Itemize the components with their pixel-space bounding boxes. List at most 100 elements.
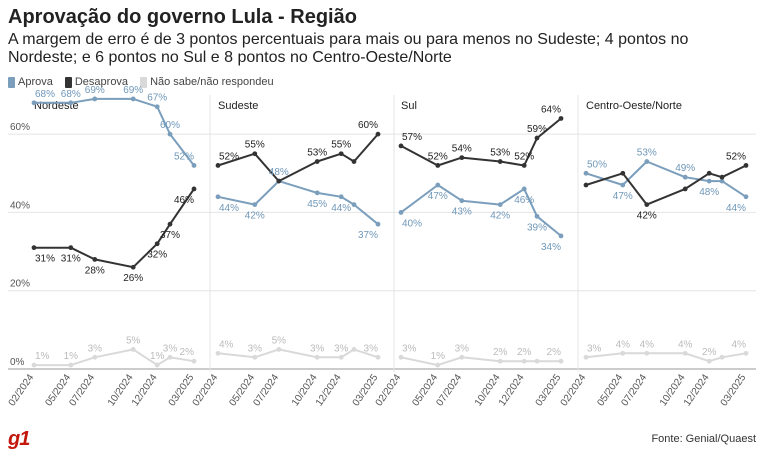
- data-point-sudeste-desaprova-4: [338, 151, 344, 157]
- data-point-sudeste-nao-sabe-1: [252, 354, 258, 360]
- data-label-sudeste-desaprova-6: 60%: [358, 120, 378, 131]
- data-point-sul-aprova-1: [435, 182, 441, 188]
- data-point-centro-oeste-norte-nao-sabe-5: [719, 354, 725, 360]
- data-point-sudeste-desaprova-2: [276, 178, 282, 184]
- data-point-nordeste-aprova-1: [68, 100, 74, 106]
- data-label-sul-aprova-6: 34%: [541, 242, 561, 253]
- x-tick-label-nordeste-2: 07/2024: [68, 372, 98, 408]
- data-label-nordeste-aprova-3: 69%: [123, 85, 143, 96]
- data-label-sudeste-desaprova-0: 52%: [219, 151, 239, 162]
- data-label-centro-oeste-norte-aprova-0: 50%: [587, 159, 607, 170]
- x-tick-label-sul-2: 07/2024: [435, 372, 465, 408]
- data-point-nordeste-aprova-6: [191, 163, 197, 168]
- x-tick-label-centro-oeste-norte-0: 02/2024: [559, 372, 589, 408]
- data-point-sudeste-nao-sabe-6: [375, 354, 381, 360]
- data-label-nordeste-nao-sabe-0: 1%: [35, 351, 50, 362]
- data-label-nordeste-desaprova-5: 37%: [160, 230, 180, 241]
- data-point-centro-oeste-norte-aprova-3: [682, 174, 688, 180]
- data-label-sudeste-aprova-1: 42%: [245, 211, 265, 222]
- data-point-nordeste-aprova-5: [167, 131, 173, 137]
- data-point-sudeste-nao-sabe-0: [215, 350, 221, 356]
- data-label-nordeste-desaprova-4: 32%: [147, 250, 167, 261]
- panel-title-sudeste: Sudeste: [218, 100, 258, 112]
- data-label-centro-oeste-norte-nao-sabe-6: 4%: [732, 339, 747, 350]
- data-label-sudeste-aprova-2: 48%: [269, 167, 289, 178]
- data-point-sul-desaprova-3: [497, 159, 503, 164]
- data-point-nordeste-aprova-0: [31, 100, 37, 106]
- data-point-nordeste-nao-sabe-0: [31, 362, 37, 368]
- data-point-centro-oeste-norte-desaprova-0: [583, 182, 589, 188]
- data-point-sudeste-aprova-4: [338, 194, 344, 200]
- x-tick-label-sudeste-4: 12/2024: [314, 372, 344, 408]
- data-point-sudeste-desaprova-0: [215, 163, 221, 168]
- data-label-sul-aprova-4: 46%: [514, 195, 534, 206]
- data-point-sudeste-desaprova-5: [351, 159, 357, 164]
- data-label-sudeste-aprova-6: 37%: [358, 230, 378, 241]
- data-point-centro-oeste-norte-aprova-5: [719, 178, 725, 184]
- data-label-sul-aprova-5: 39%: [527, 222, 547, 233]
- chart-subtitle: A margem de erro é de 3 pontos percentua…: [8, 31, 689, 66]
- data-label-centro-oeste-norte-aprova-6: 44%: [726, 203, 746, 214]
- data-point-sul-nao-sabe-2: [459, 354, 465, 360]
- data-label-nordeste-nao-sabe-4: 1%: [150, 351, 165, 362]
- data-point-sul-aprova-2: [459, 198, 465, 204]
- data-label-sul-nao-sabe-6: 2%: [547, 347, 562, 358]
- data-label-nordeste-desaprova-6: 46%: [174, 195, 194, 206]
- data-point-sul-nao-sabe-3: [497, 358, 503, 364]
- data-point-centro-oeste-norte-nao-sabe-4: [706, 358, 712, 364]
- data-label-nordeste-desaprova-1: 31%: [61, 254, 81, 265]
- data-point-centro-oeste-norte-nao-sabe-3: [682, 350, 688, 356]
- legend-item-nao-sabe: Não sabe/não respondeu: [140, 76, 274, 88]
- data-point-sul-aprova-0: [398, 210, 404, 215]
- data-label-nordeste-nao-sabe-2: 3%: [88, 343, 103, 354]
- data-point-sul-aprova-5: [534, 213, 540, 219]
- data-point-sudeste-aprova-0: [215, 194, 221, 200]
- data-point-sul-desaprova-5: [534, 135, 540, 141]
- data-point-sudeste-desaprova-6: [375, 131, 381, 137]
- data-label-sul-nao-sabe-2: 3%: [455, 343, 470, 354]
- chart-title: Aprovação do governo Lula - Região: [8, 6, 357, 28]
- data-label-sul-desaprova-5: 59%: [527, 124, 547, 135]
- data-label-centro-oeste-norte-nao-sabe-4: 2%: [702, 347, 717, 358]
- data-label-centro-oeste-norte-aprova-1: 47%: [613, 191, 633, 202]
- data-point-nordeste-desaprova-4: [154, 241, 160, 247]
- data-label-sul-desaprova-4: 52%: [514, 151, 534, 162]
- data-point-nordeste-nao-sabe-5: [167, 354, 173, 360]
- data-label-nordeste-nao-sabe-1: 1%: [64, 351, 79, 362]
- data-label-nordeste-aprova-2: 69%: [85, 85, 105, 96]
- data-label-nordeste-nao-sabe-6: 2%: [180, 347, 195, 358]
- data-label-centro-oeste-norte-nao-sabe-3: 4%: [678, 339, 693, 350]
- x-tick-label-sudeste-2: 07/2024: [252, 372, 282, 408]
- y-tick-label-20: 20%: [10, 279, 30, 290]
- data-point-sul-nao-sabe-5: [534, 358, 540, 364]
- data-point-sul-desaprova-6: [558, 116, 564, 121]
- data-label-sul-desaprova-3: 53%: [490, 148, 510, 159]
- data-label-centro-oeste-norte-nao-sabe-1: 4%: [616, 339, 631, 350]
- data-point-centro-oeste-norte-aprova-4: [706, 178, 712, 184]
- data-point-sul-nao-sabe-6: [558, 358, 564, 364]
- data-point-centro-oeste-norte-desaprova-4: [706, 170, 712, 176]
- data-label-sudeste-desaprova-3: 53%: [307, 148, 327, 159]
- data-label-sudeste-nao-sabe-1: 3%: [248, 343, 263, 354]
- data-point-centro-oeste-norte-nao-sabe-2: [644, 350, 650, 356]
- series-line-nordeste-desaprova: [34, 188, 195, 269]
- data-point-centro-oeste-norte-desaprova-5: [719, 174, 725, 180]
- x-tick-label-centro-oeste-norte-2: 07/2024: [620, 372, 650, 408]
- data-point-nordeste-desaprova-5: [167, 221, 173, 227]
- y-tick-label-60: 60%: [10, 122, 30, 133]
- data-label-nordeste-nao-sabe-3: 5%: [126, 335, 141, 346]
- legend-item-aprova: Aprova: [8, 76, 53, 88]
- data-point-sul-desaprova-4: [521, 163, 527, 168]
- series-line-sudeste-desaprova: [217, 133, 379, 183]
- data-label-sudeste-aprova-3: 45%: [307, 199, 327, 210]
- data-point-nordeste-nao-sabe-6: [191, 358, 197, 364]
- x-tick-label-centro-oeste-norte-4: 12/2024: [682, 372, 712, 408]
- data-label-sudeste-aprova-0: 44%: [219, 203, 239, 214]
- data-point-sul-desaprova-1: [435, 163, 441, 168]
- g1-logo: g1: [8, 428, 30, 450]
- data-point-sul-aprova-6: [558, 233, 564, 239]
- data-label-centro-oeste-norte-aprova-4: 48%: [699, 187, 719, 198]
- data-label-centro-oeste-norte-desaprova-6: 52%: [726, 151, 746, 162]
- data-point-nordeste-desaprova-6: [191, 186, 197, 192]
- data-point-sul-desaprova-0: [398, 143, 404, 149]
